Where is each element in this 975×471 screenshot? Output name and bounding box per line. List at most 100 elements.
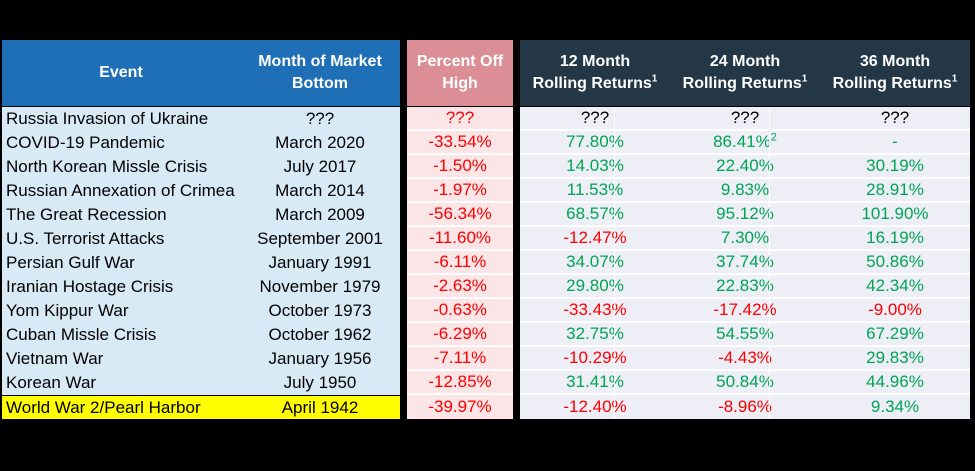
event-cell: Persian Gulf War	[6, 253, 135, 272]
table-row-percent-off-high: -39.97%	[407, 395, 513, 419]
column-header-month-of-market-bottom: Month of Market Bottom	[258, 53, 382, 92]
r12-returns-cell: -33.43%	[563, 300, 627, 319]
table-row-event-month: Vietnam War January 1956	[2, 347, 400, 371]
r12-returns-cell: 77.80%	[566, 132, 624, 151]
r24-returns-cell: -17.42%	[713, 300, 777, 319]
r24-returns-cell: 7.30%	[720, 228, 770, 247]
percent-off-high-cell: -33.54%	[428, 132, 492, 151]
r36-returns-cell: 42.34%	[866, 276, 924, 295]
event-cell: Cuban Missle Crisis	[6, 325, 157, 344]
month-of-market-bottom-cell: ???	[305, 109, 335, 128]
r24-returns-cell: -4.43%	[718, 348, 772, 367]
table-row-event-month: COVID-19 Pandemic March 2020	[2, 131, 400, 155]
r12-returns-cell: 29.80%	[566, 276, 624, 295]
r12-returns-cell: -12.40%	[563, 397, 627, 416]
r36-returns-cell: ???	[880, 108, 910, 127]
event-month-rows: Russia Invasion of Ukraine??? COVID-19 Pa…	[2, 107, 400, 419]
header-rolling-returns-block: 12 Month Rolling Returns 1 24 Month Rolli…	[520, 40, 970, 106]
table-row-percent-off-high: -2.63%	[407, 275, 513, 299]
column-header-24-month-label: 24 Month Rolling Returns	[682, 53, 802, 92]
table-row-event-month: North Korean Missle Crisis July 2017	[2, 155, 400, 179]
event-cell: The Great Recession	[6, 205, 167, 224]
r12-returns-cell: -10.29%	[563, 348, 627, 367]
month-of-market-bottom-cell: September 2001	[257, 229, 383, 248]
table-row-percent-off-high: -1.50%	[407, 155, 513, 179]
r24-returns-cell: 9.83%	[720, 180, 770, 199]
table-row-event-month: Yom Kippur War October 1973	[2, 299, 400, 323]
event-cell: Russia Invasion of Ukraine	[6, 109, 209, 128]
r12-returns-cell: 11.53%	[566, 180, 624, 199]
table-row-event-month: Persian Gulf War January 1991	[2, 251, 400, 275]
table-row-returns: -12.40% -8.96% 9.34%	[520, 395, 970, 419]
r36-returns-cell: 30.19%	[866, 156, 924, 175]
column-header-event: Event	[99, 64, 143, 82]
r36-returns-cell: 67.29%	[866, 324, 924, 343]
r24-returns-cell: ???	[730, 108, 760, 127]
table-row-event-month: U.S. Terrorist Attacks September 2001	[2, 227, 400, 251]
r12-returns-cell: 31.41%	[566, 372, 624, 391]
r36-returns-cell: 9.34%	[870, 397, 920, 416]
month-of-market-bottom-cell: March 2009	[275, 205, 365, 224]
r12-returns-cell: -12.47%	[563, 228, 627, 247]
r36-returns-cell: -9.00%	[868, 300, 922, 319]
r24-returns-cell: 22.83%	[716, 276, 774, 295]
column-header-percent-off-high: Percent Off High	[407, 40, 513, 106]
r12-returns-cell: 32.75%	[566, 324, 624, 343]
percent-off-high-cell: -12.85%	[428, 372, 492, 391]
percent-off-high-cell: -6.11%	[433, 252, 487, 271]
table-row-percent-off-high: -6.11%	[407, 251, 513, 275]
r36-returns-cell: 101.90%	[861, 204, 929, 223]
returns-grid-line	[769, 107, 770, 419]
table-row-percent-off-high: -33.54%	[407, 131, 513, 155]
table-row-event-month: Korean War July 1950	[2, 371, 400, 395]
column-header-12-month-label: 12 Month Rolling Returns	[532, 53, 652, 92]
r24-returns-cell: 86.41%2	[713, 131, 777, 151]
table-row-event-month: World War 2/Pearl Harbor April 1942	[2, 395, 400, 419]
month-of-market-bottom-cell: April 1942	[281, 397, 359, 417]
footnote-1-marker: 1	[951, 73, 958, 85]
r36-returns-cell: 44.96%	[866, 372, 924, 391]
month-of-market-bottom-cell: March 2020	[275, 133, 365, 152]
table-row-percent-off-high: -7.11%	[407, 347, 513, 371]
r36-returns-cell: 16.19%	[866, 228, 924, 247]
month-of-market-bottom-cell: October 1962	[268, 325, 372, 344]
table-row-event-month: Russia Invasion of Ukraine???	[2, 107, 400, 131]
r24-returns-cell: 50.84%	[716, 372, 774, 391]
table-row-returns: -12.47% 7.30% 16.19%	[520, 227, 970, 251]
percent-off-high-cell: ???	[445, 108, 475, 127]
r24-returns-cell: 22.40%	[716, 156, 774, 175]
month-of-market-bottom-cell: October 1973	[268, 301, 372, 320]
header-event-month-block: Event Month of Market Bottom	[2, 40, 400, 106]
r12-returns-cell: 68.57%	[566, 204, 624, 223]
table-row-returns: 77.80% 86.41%2 -	[520, 131, 970, 155]
month-of-market-bottom-cell: January 1956	[268, 349, 372, 368]
event-cell: World War 2/Pearl Harbor	[6, 397, 201, 417]
footnote-1-marker: 1	[801, 73, 808, 85]
table-row-returns: 14.03% 22.40% 30.19%	[520, 155, 970, 179]
table-row-percent-off-high: ???	[407, 107, 513, 131]
r12-returns-cell: 14.03%	[566, 156, 624, 175]
month-of-market-bottom-cell: January 1991	[268, 253, 372, 272]
r36-returns-cell: 28.91%	[866, 180, 924, 199]
table-row-returns: -33.43% -17.42% -9.00%	[520, 299, 970, 323]
table-row-returns: 32.75% 54.55% 67.29%	[520, 323, 970, 347]
event-cell: COVID-19 Pandemic	[6, 133, 165, 152]
event-cell: North Korean Missle Crisis	[6, 157, 208, 176]
table-row-event-month: Cuban Missle Crisis October 1962	[2, 323, 400, 347]
footnote-2-marker: 2	[770, 131, 777, 144]
r36-returns-cell: 50.86%	[866, 252, 924, 271]
month-of-market-bottom-cell: July 2017	[283, 157, 357, 176]
table-row-event-month: Russian Annexation of Crimea March 2014	[2, 179, 400, 203]
event-cell: Yom Kippur War	[6, 301, 129, 320]
table-row-event-month: The Great Recession March 2009	[2, 203, 400, 227]
percent-off-high-cell: -1.50%	[433, 156, 487, 175]
table-row-returns: 31.41% 50.84% 44.96%	[520, 371, 970, 395]
r12-returns-cell: 34.07%	[566, 252, 624, 271]
table-row-returns: 68.57% 95.12% 101.90%	[520, 203, 970, 227]
r12-returns-cell: ???	[580, 108, 610, 127]
table-row-returns: 11.53% 9.83% 28.91%	[520, 179, 970, 203]
column-header-36-month-label: 36 Month Rolling Returns	[832, 53, 952, 92]
month-of-market-bottom-cell: July 1950	[283, 373, 357, 392]
table-row-percent-off-high: -11.60%	[407, 227, 513, 251]
event-cell: Russian Annexation of Crimea	[6, 181, 235, 200]
